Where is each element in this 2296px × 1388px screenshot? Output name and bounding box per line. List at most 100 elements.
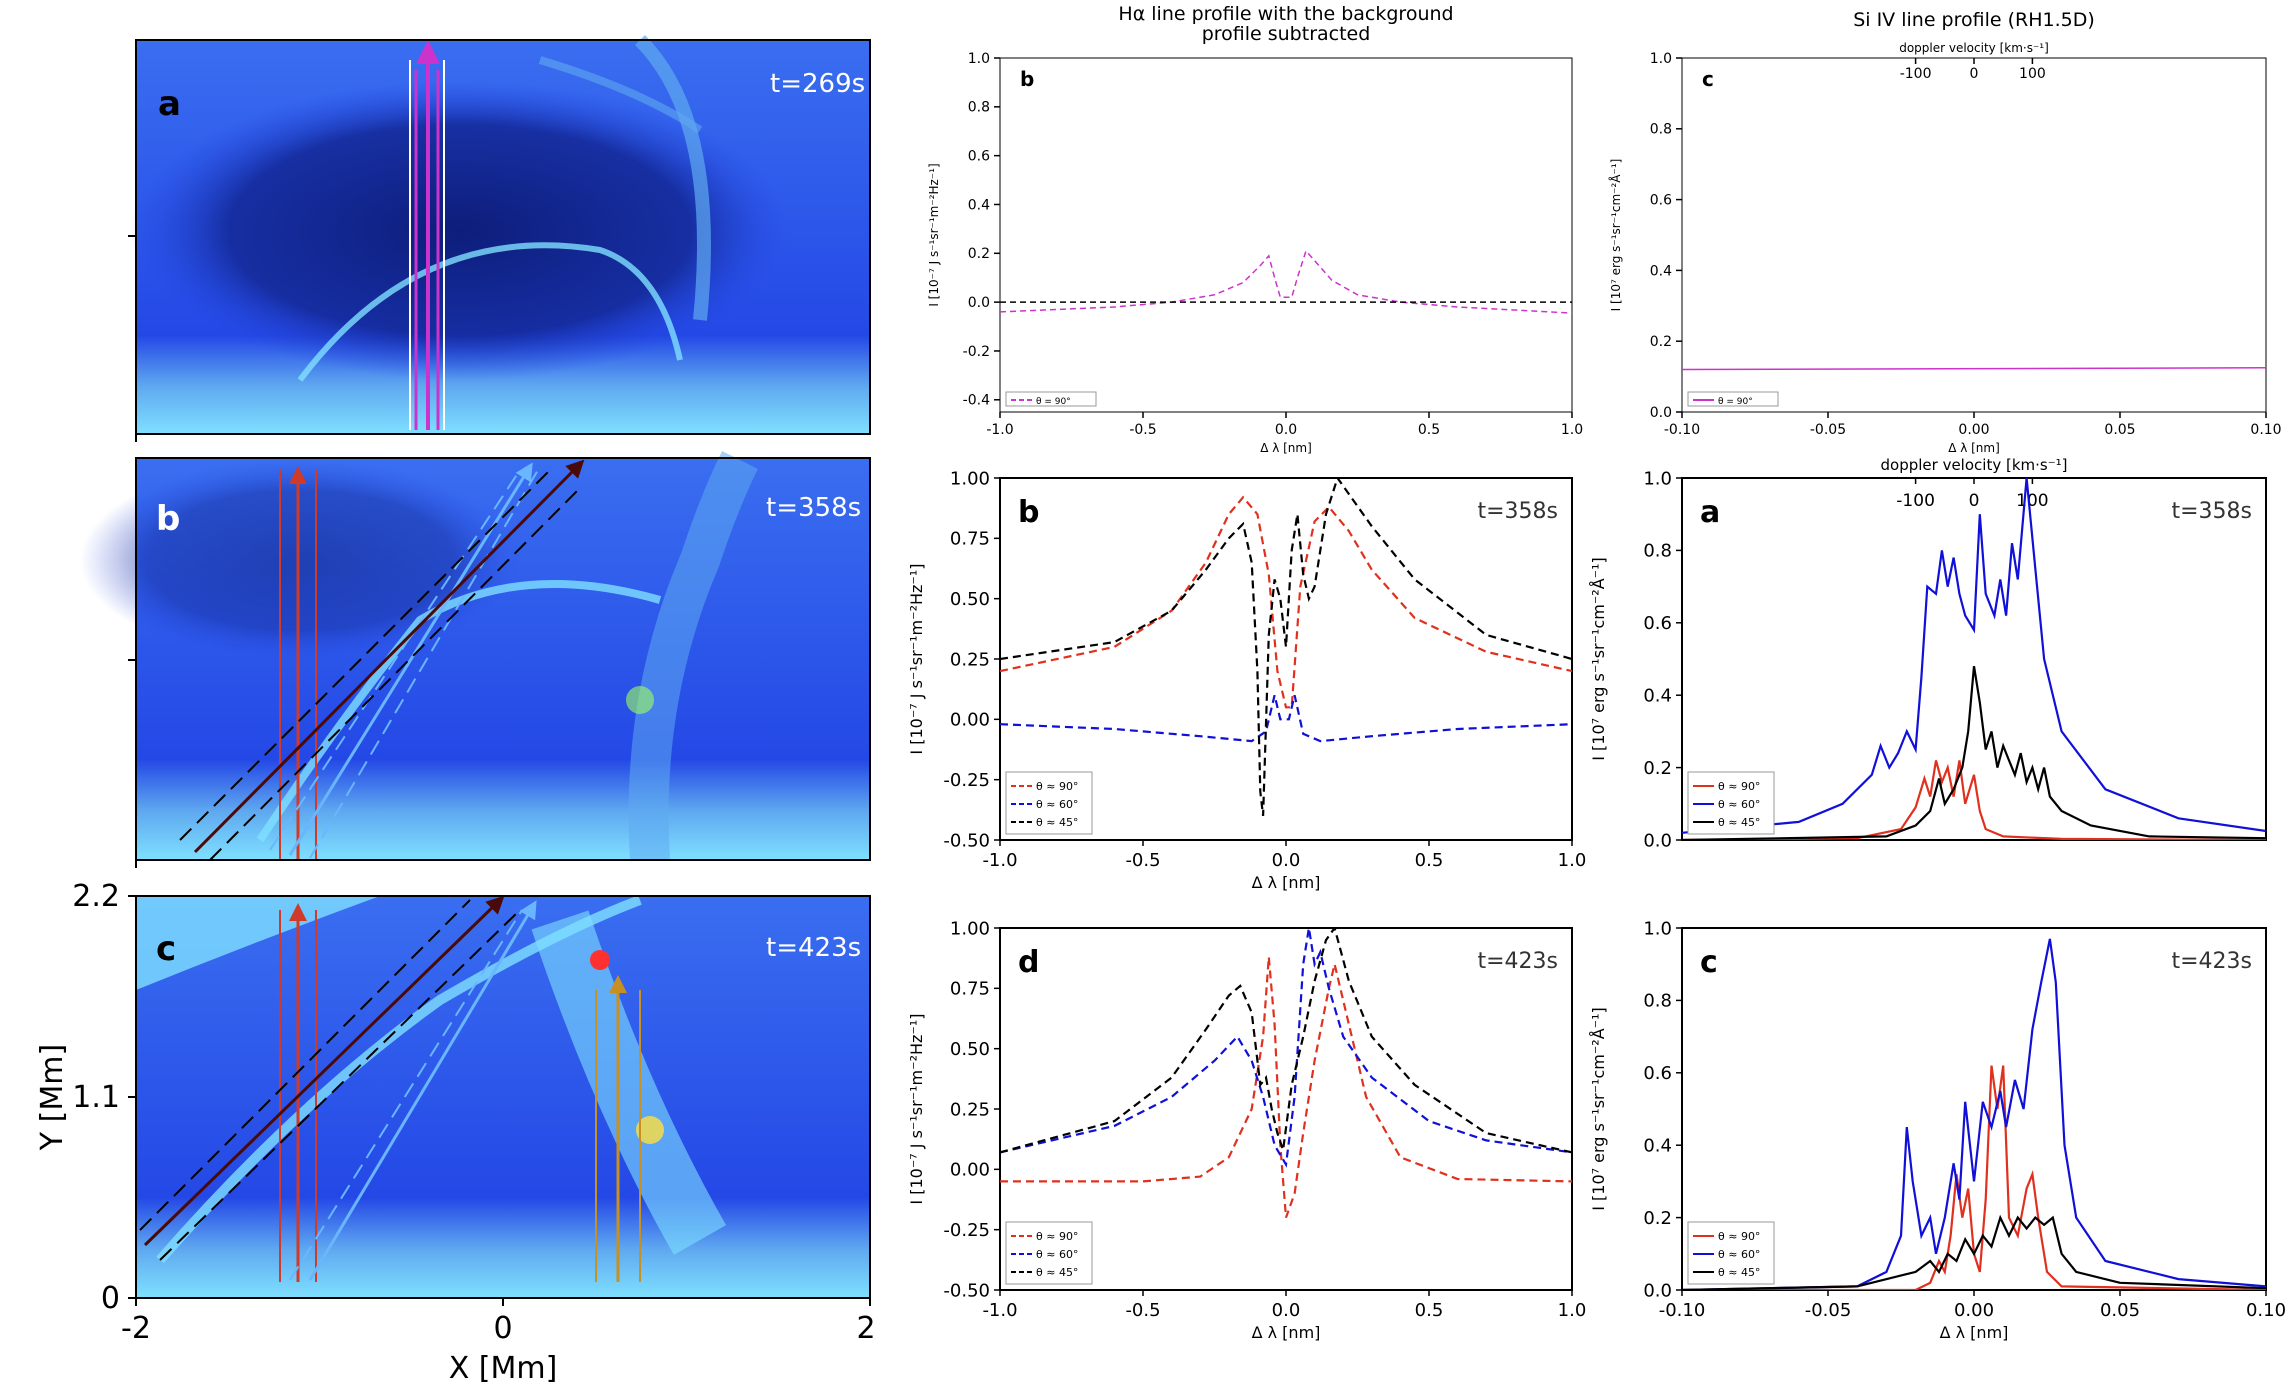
sim-ytick-mid: 1.1 — [72, 1080, 120, 1115]
halpha_mid-legend-label: θ ≈ 60° — [1036, 798, 1078, 811]
halpha_top-xlabel: Δ λ [nm] — [1260, 441, 1312, 455]
halpha_top-ytick-label: 1.0 — [968, 51, 990, 67]
halpha_mid-xtick-label: 0.0 — [1272, 850, 1301, 871]
halpha_mid-ytick-label: -0.50 — [943, 830, 990, 851]
siiv_bot-legend-label: θ ≈ 45° — [1718, 1266, 1760, 1279]
chart-halpha_mid: -0.50 -0.25 0.00 0.25 0.50 0.75 1.00 -1.0 -0.5 0.… — [907, 468, 1586, 892]
halpha_top-series-0 — [1000, 249, 1572, 314]
sim-ytick-bot: 0 — [101, 1281, 120, 1316]
halpha_mid-xtick-label: 0.5 — [1415, 850, 1444, 871]
siiv_bot-ytick-label: 0.6 — [1643, 1063, 1672, 1084]
halpha_bot-xtick-label: 1.0 — [1558, 1300, 1587, 1321]
siiv_bot-xtick-label: 0.05 — [2100, 1300, 2140, 1321]
siiv_bot-ytick-label: 0.4 — [1643, 1136, 1672, 1157]
chart-halpha_bot: -0.50 -0.25 0.00 0.25 0.50 0.75 1.00 -1.0 -0.5 0.… — [907, 918, 1586, 1342]
halpha_top-ytick-label: -0.4 — [963, 393, 990, 409]
siiv_top-title: Si IV line profile (RH1.5D) — [1853, 9, 2095, 31]
siiv_bot-legend-label: θ ≈ 60° — [1718, 1248, 1760, 1261]
sim-c-letter: c — [156, 929, 176, 969]
chart-halpha_top: -0.4 -0.2 0.0 0.2 0.4 0.6 0.8 1.0 -1.0 -0.5 0.0 0.5… — [927, 3, 1583, 455]
halpha_top-xtick-label: 0.0 — [1275, 422, 1297, 438]
sim-b-time: t=358s — [766, 493, 861, 523]
halpha_bot-ytick-label: 0.50 — [950, 1039, 990, 1060]
sim-b-letter: b — [156, 499, 180, 539]
siiv_top-ytick-label: 0.0 — [1650, 405, 1672, 421]
halpha_bot-ytick-label: 0.75 — [950, 979, 990, 1000]
siiv_mid-top-axis-label: doppler velocity [km·s⁻¹] — [1881, 456, 2068, 474]
siiv_bot-ylabel: I [10⁷ erg s⁻¹sr⁻¹cm⁻²Å⁻¹] — [1589, 1007, 1608, 1211]
siiv_mid-panel-letter: a — [1700, 495, 1720, 530]
halpha_bot-xtick-label: -0.5 — [1125, 1300, 1160, 1321]
siiv_bot-frame — [1681, 927, 2267, 1291]
siiv_mid-legend-label: θ ≈ 45° — [1718, 816, 1760, 829]
siiv_top-frame — [1681, 57, 2267, 413]
halpha_mid-series-0 — [1000, 495, 1572, 709]
halpha_mid-xtick-label: -1.0 — [982, 850, 1017, 871]
sim-ytick-top: 2.2 — [72, 879, 120, 914]
siiv_top-ytick-label: 0.6 — [1650, 193, 1672, 209]
siiv_mid-series-1 — [1682, 478, 2266, 834]
halpha_mid-xtick-label: 1.0 — [1558, 850, 1587, 871]
halpha_mid-series-2 — [1000, 478, 1572, 817]
siiv_bot-ytick-label: 0.2 — [1643, 1208, 1672, 1229]
chart-siiv_top: 0.0 0.2 0.4 0.6 0.8 1.0 -0.10 -0.05 0.00 0.05 0.10… — [1608, 9, 2282, 455]
siiv_top-ytick-label: 0.8 — [1650, 122, 1672, 138]
halpha_top-ytick-label: -0.2 — [963, 344, 990, 360]
halpha_bot-xlabel: Δ λ [nm] — [1252, 1323, 1321, 1342]
sim-panel-a: a t=269s — [128, 35, 871, 435]
sim-xtick-right: 2 — [856, 1311, 875, 1346]
halpha_bot-ylabel: I [10⁻⁷ J s⁻¹sr⁻¹m⁻²Hz⁻¹] — [907, 1013, 926, 1204]
halpha_top-legend-box — [1005, 391, 1097, 407]
siiv_bot-time: t=423s — [2171, 949, 2252, 974]
siiv_top-ylabel: I [10⁷ erg s⁻¹sr⁻¹cm⁻²Å⁻¹] — [1608, 159, 1623, 312]
siiv_mid-toptick-label: 0 — [1969, 491, 1980, 511]
halpha_bot-legend-label: θ ≈ 90° — [1036, 1230, 1078, 1243]
halpha_top-title-line: profile subtracted — [1202, 23, 1371, 45]
siiv_top-xtick-label: 0.10 — [2250, 422, 2281, 438]
sim-xtick-left: -2 — [121, 1311, 151, 1346]
siiv_top-ytick-label: 1.0 — [1650, 51, 1672, 67]
halpha_top-ytick-label: 0.8 — [968, 100, 990, 116]
halpha_mid-ylabel: I [10⁻⁷ J s⁻¹sr⁻¹m⁻²Hz⁻¹] — [907, 563, 926, 754]
siiv_bot-ytick-label: 0.8 — [1643, 991, 1672, 1012]
siiv_bot-ytick-label: 1.0 — [1643, 918, 1672, 939]
halpha_bot-xtick-label: 0.0 — [1272, 1300, 1301, 1321]
siiv_top-legend-box — [1687, 391, 1779, 407]
halpha_bot-legend-label: θ ≈ 60° — [1036, 1248, 1078, 1261]
halpha_top-xtick-label: -1.0 — [986, 422, 1013, 438]
siiv_top-legend-label: θ = 90° — [1718, 397, 1753, 407]
siiv_mid-legend-label: θ ≈ 90° — [1718, 780, 1760, 793]
siiv_top-xtick-label: -0.10 — [1664, 422, 1700, 438]
halpha_mid-legend-label: θ ≈ 45° — [1036, 816, 1078, 829]
halpha_bot-time: t=423s — [1477, 949, 1558, 974]
sim-axes: 2.2 1.1 0 -2 0 2 X [Mm] Y [Mm] — [35, 434, 876, 1386]
halpha_top-xtick-label: 0.5 — [1418, 422, 1440, 438]
siiv_mid-series-0 — [1682, 760, 2266, 840]
sim-panel-b: b t=358s — [80, 451, 871, 862]
siiv_mid-ytick-label: 0.8 — [1643, 541, 1672, 562]
siiv_top-toptick-label: -100 — [1900, 66, 1932, 82]
sim-xlabel: X [Mm] — [449, 1351, 558, 1386]
halpha_mid-xtick-label: -0.5 — [1125, 850, 1160, 871]
halpha_bot-ytick-label: 0.25 — [950, 1099, 990, 1120]
halpha_bot-ytick-label: 0.00 — [950, 1160, 990, 1181]
halpha_bot-legend-label: θ ≈ 45° — [1036, 1266, 1078, 1279]
halpha_bot-panel-letter: d — [1018, 945, 1039, 980]
siiv_mid-ytick-label: 0.6 — [1643, 613, 1672, 634]
halpha_mid-ytick-label: 0.25 — [950, 649, 990, 670]
halpha_mid-ytick-label: 0.00 — [950, 710, 990, 731]
siiv_mid-time: t=358s — [2171, 499, 2252, 524]
halpha_top-ytick-label: 0.0 — [968, 295, 990, 311]
siiv_mid-toptick-label: 100 — [2016, 491, 2048, 511]
siiv_bot-panel-letter: c — [1700, 945, 1718, 980]
halpha_top-ytick-label: 0.4 — [968, 197, 990, 213]
halpha_top-ytick-label: 0.2 — [968, 246, 990, 262]
siiv_mid-series-2 — [1682, 666, 2266, 840]
sim-panel-c: c t=423s — [135, 895, 871, 1299]
siiv_mid-ytick-label: 1.0 — [1643, 468, 1672, 489]
siiv_top-xtick-label: 0.05 — [2104, 422, 2135, 438]
sim-c-time: t=423s — [766, 933, 861, 963]
halpha_mid-ytick-label: -0.25 — [943, 770, 990, 791]
siiv_mid-ytick-label: 0.0 — [1643, 830, 1672, 851]
